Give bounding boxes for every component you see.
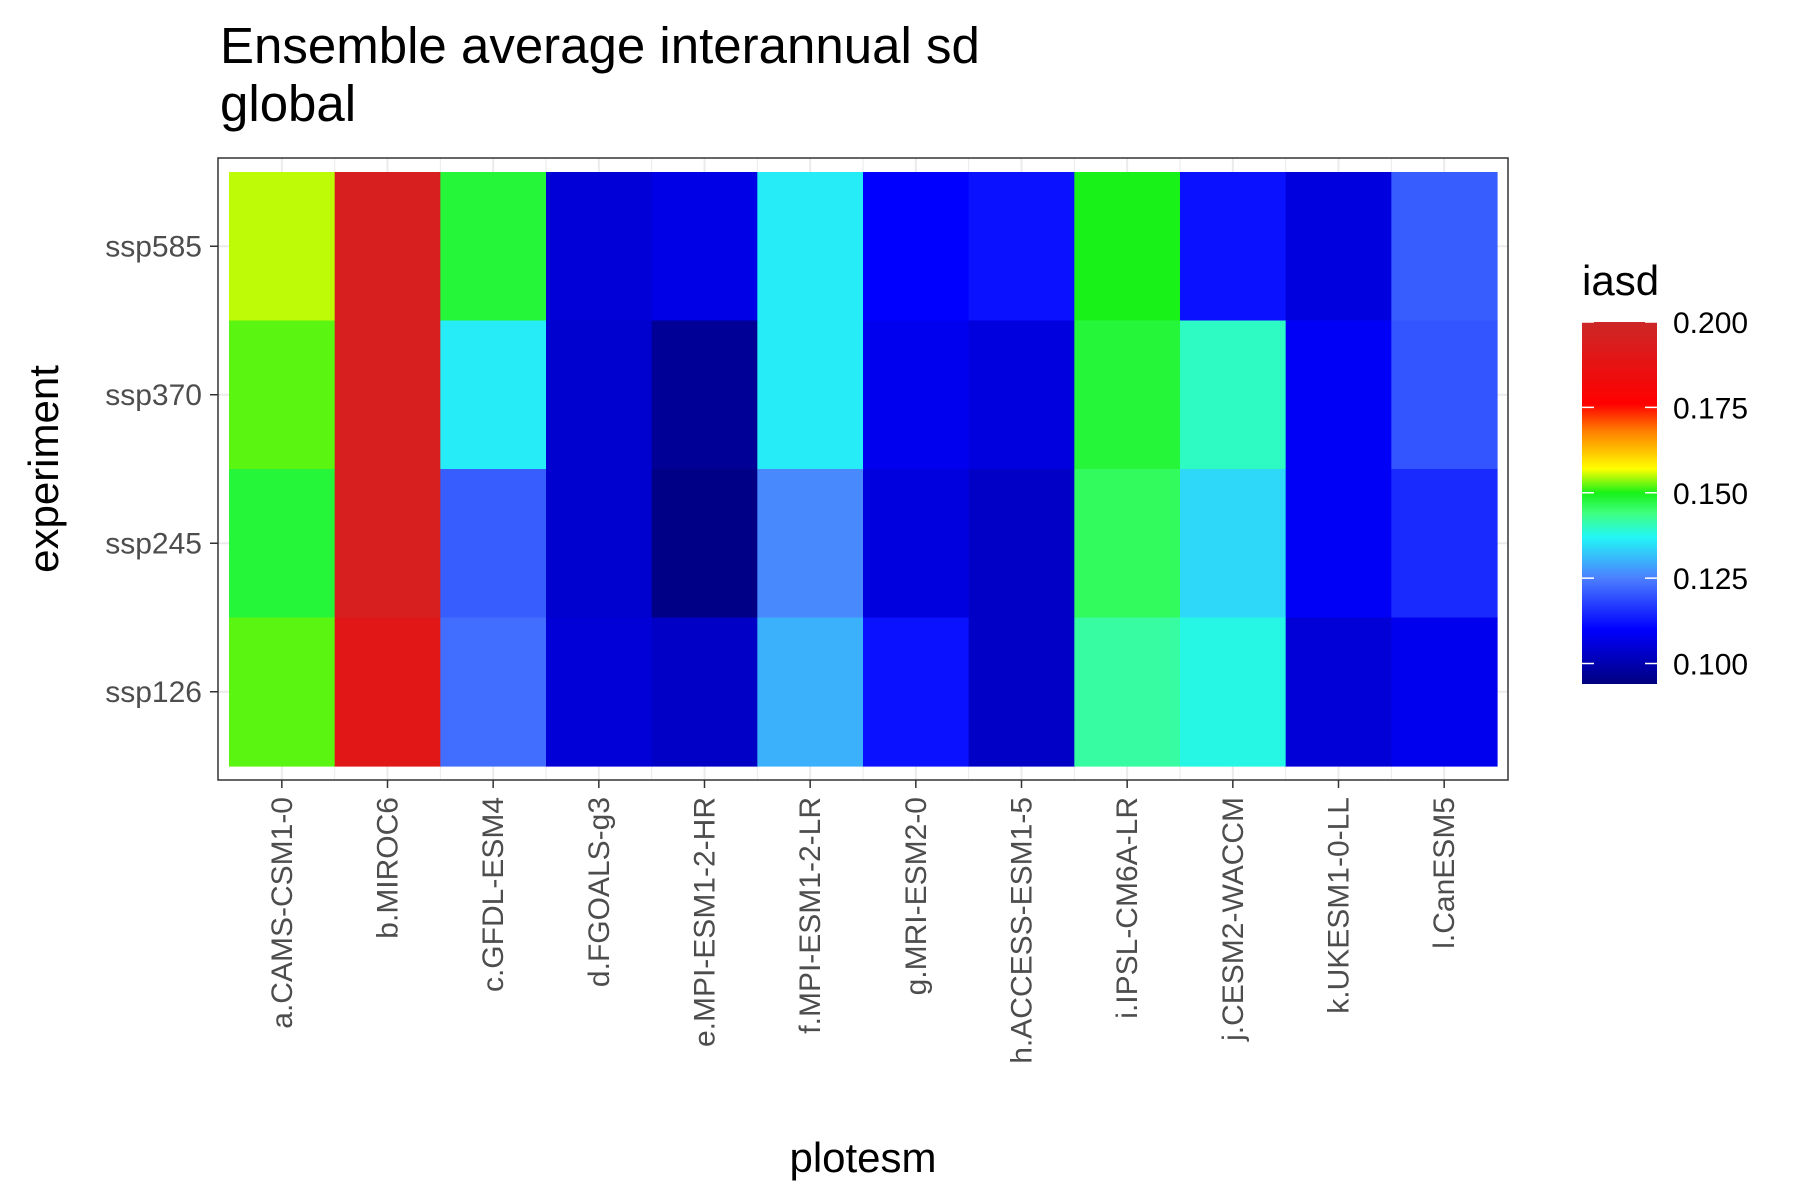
heatmap-cell-ssp370-e.MPI-ESM1-2-HR (651, 320, 758, 470)
y-tick-label: ssp245 (105, 527, 202, 560)
x-axis: a.CAMS-CSM1-0 b.MIROC6 c.GFDL-ESM4 d.FGOALS… (266, 780, 1461, 1064)
x-tick-label: c.GFDL-ESM4 (477, 797, 510, 992)
y-axis: ssp585 ssp370 ssp245 ssp126 (105, 230, 218, 709)
heatmap-cell-ssp245-h.ACCESS-ESM1-5 (968, 469, 1075, 619)
heatmap-cell-ssp245-g.MRI-ESM2-0 (863, 469, 970, 619)
x-tick-label: e.MPI-ESM1-2-HR (689, 797, 722, 1047)
heatmap-cell-ssp245-a.CAMS-CSM1-0 (229, 469, 336, 619)
heatmap-cell-ssp245-c.GFDL-ESM4 (440, 469, 547, 619)
plot-panel (217, 157, 1509, 781)
heatmap-cell-ssp126-f.MPI-ESM1-2-LR (757, 617, 864, 767)
heatmap-cell-ssp585-b.MIROC6 (334, 172, 441, 322)
heatmap-cell-ssp370-i.IPSL-CM6A-LR (1074, 320, 1181, 470)
heatmap-cell-ssp585-i.IPSL-CM6A-LR (1074, 172, 1181, 322)
heatmap-cell-ssp245-d.FGOALS-g3 (546, 469, 653, 619)
x-tick-label: f.MPI-ESM1-2-LR (794, 797, 827, 1034)
heatmap-cell-ssp370-l.CanESM5 (1391, 320, 1498, 470)
heatmap-cell-ssp370-g.MRI-ESM2-0 (863, 320, 970, 470)
heatmap-cell-ssp370-a.CAMS-CSM1-0 (229, 320, 336, 470)
legend-title: iasd (1582, 257, 1659, 304)
heatmap-cell-ssp126-j.CESM2-WACCM (1180, 617, 1287, 767)
x-tick-label: d.FGOALS-g3 (583, 797, 616, 987)
chart-title: Ensemble average interannual sd (220, 17, 980, 74)
heatmap-cell-ssp585-e.MPI-ESM1-2-HR (651, 172, 758, 322)
heatmap-cell-ssp585-c.GFDL-ESM4 (440, 172, 547, 322)
heatmap-cell-ssp585-g.MRI-ESM2-0 (863, 172, 970, 322)
legend-tick-label: 0.100 (1673, 649, 1748, 682)
legend-ticks: 0.200 0.175 0.150 0.125 0.100 (1582, 307, 1748, 682)
heatmap-cell-ssp245-b.MIROC6 (334, 469, 441, 619)
x-tick-label: j.CESM2-WACCM (1217, 797, 1250, 1042)
heatmap-cell-ssp126-b.MIROC6 (334, 617, 441, 767)
y-axis-title: experiment (20, 365, 67, 573)
heatmap-cell-ssp370-f.MPI-ESM1-2-LR (757, 320, 864, 470)
heatmap-cell-ssp370-b.MIROC6 (334, 320, 441, 470)
heatmap-cell-ssp245-j.CESM2-WACCM (1180, 469, 1287, 619)
x-tick-label: g.MRI-ESM2-0 (900, 797, 933, 995)
heatmap-cell-ssp126-a.CAMS-CSM1-0 (229, 617, 336, 767)
heatmap-cell-ssp245-e.MPI-ESM1-2-HR (651, 469, 758, 619)
heatmap-cell-ssp126-h.ACCESS-ESM1-5 (968, 617, 1075, 767)
heatmap-cell-ssp370-h.ACCESS-ESM1-5 (968, 320, 1075, 470)
heatmap-cell-ssp370-k.UKESM1-0-LL (1285, 320, 1392, 470)
heatmap-cell-ssp585-h.ACCESS-ESM1-5 (968, 172, 1075, 322)
color-legend: iasd 0.200 0.175 0.150 0.125 0.100 (1582, 257, 1748, 684)
x-tick-label: b.MIROC6 (372, 797, 405, 939)
heatmap-cell-ssp126-k.UKESM1-0-LL (1285, 617, 1392, 767)
heatmap-cell-ssp126-e.MPI-ESM1-2-HR (651, 617, 758, 767)
y-tick-label: ssp585 (105, 230, 202, 263)
heatmap-cell-ssp585-f.MPI-ESM1-2-LR (757, 172, 864, 322)
legend-tick-label: 0.125 (1673, 563, 1748, 596)
heatmap-cell-ssp245-l.CanESM5 (1391, 469, 1498, 619)
heatmap-cell-ssp126-c.GFDL-ESM4 (440, 617, 547, 767)
heatmap-cell-ssp245-f.MPI-ESM1-2-LR (757, 469, 864, 619)
heatmap-cell-ssp370-c.GFDL-ESM4 (440, 320, 547, 470)
heatmap-cell-ssp126-i.IPSL-CM6A-LR (1074, 617, 1181, 767)
heatmap-cell-ssp245-i.IPSL-CM6A-LR (1074, 469, 1181, 619)
legend-tick-label: 0.200 (1673, 307, 1748, 340)
heatmap-cell-ssp585-k.UKESM1-0-LL (1285, 172, 1392, 322)
legend-tick-label: 0.150 (1673, 478, 1748, 511)
heatmap-cell-ssp585-d.FGOALS-g3 (546, 172, 653, 322)
legend-colorbar (1582, 322, 1657, 684)
heatmap-cell-ssp585-a.CAMS-CSM1-0 (229, 172, 336, 322)
legend-tick-label: 0.175 (1673, 392, 1748, 425)
heatmap-cell-ssp370-j.CESM2-WACCM (1180, 320, 1287, 470)
heatmap-cell-ssp126-l.CanESM5 (1391, 617, 1498, 767)
heatmap-cell-ssp585-l.CanESM5 (1391, 172, 1498, 322)
y-tick-label: ssp370 (105, 379, 202, 412)
x-tick-label: a.CAMS-CSM1-0 (266, 797, 299, 1029)
x-axis-title: plotesm (789, 1134, 936, 1181)
heatmap-cell-ssp126-d.FGOALS-g3 (546, 617, 653, 767)
heatmap-cell-ssp585-j.CESM2-WACCM (1180, 172, 1287, 322)
x-tick-label: k.UKESM1-0-LL (1323, 797, 1356, 1014)
heatmap-cell-ssp245-k.UKESM1-0-LL (1285, 469, 1392, 619)
x-tick-label: l.CanESM5 (1428, 797, 1461, 949)
x-tick-label: h.ACCESS-ESM1-5 (1006, 797, 1039, 1064)
heatmap-cells (229, 172, 1498, 767)
heatmap-cell-ssp370-d.FGOALS-g3 (546, 320, 653, 470)
panel-border (217, 157, 1509, 781)
chart-subtitle: global (220, 75, 356, 132)
y-tick-label: ssp126 (105, 676, 202, 709)
x-tick-label: i.IPSL-CM6A-LR (1111, 797, 1144, 1019)
heatmap-cell-ssp126-g.MRI-ESM2-0 (863, 617, 970, 767)
